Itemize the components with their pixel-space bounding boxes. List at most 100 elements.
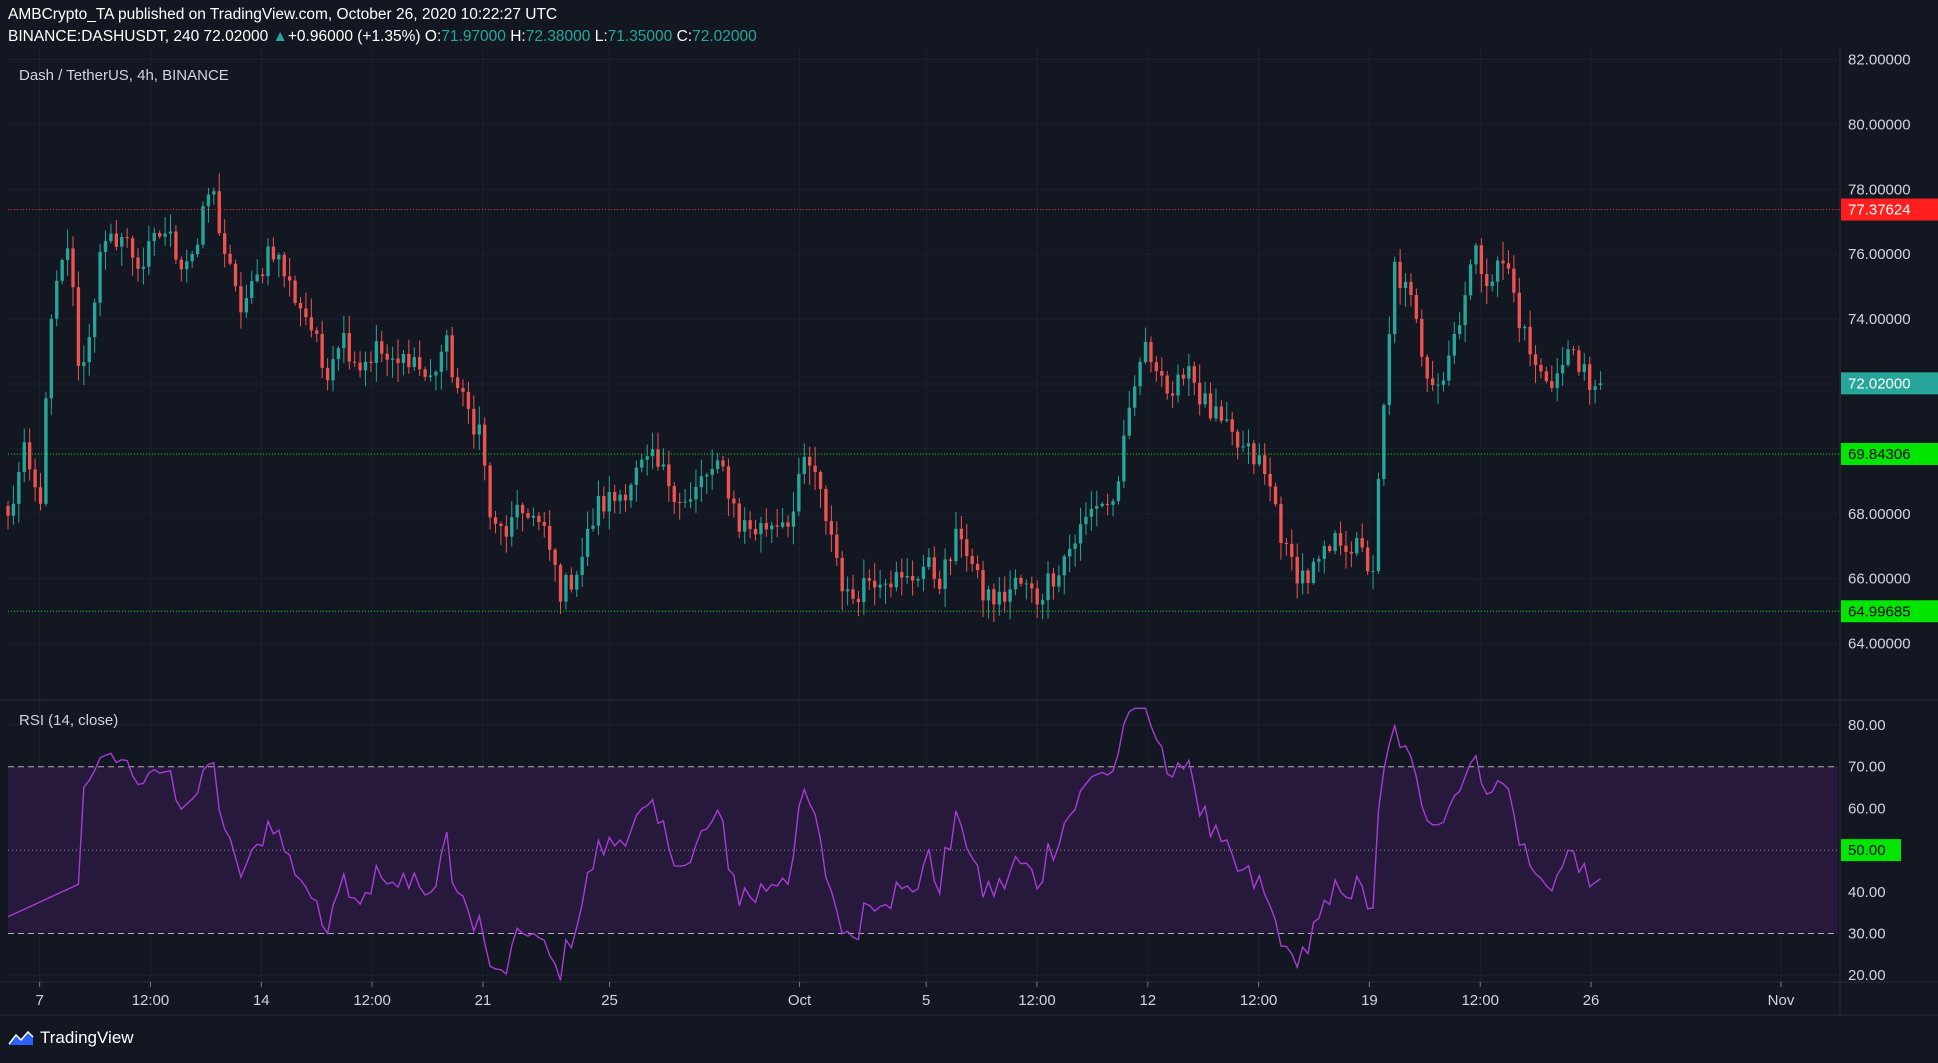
candle-body xyxy=(455,377,460,389)
candle-body xyxy=(1560,365,1565,374)
candle-body xyxy=(1317,558,1321,562)
candle-body xyxy=(1463,295,1467,326)
candle-body xyxy=(304,308,308,318)
time-tick-label: 12 xyxy=(1139,992,1156,1009)
candle-body xyxy=(526,513,530,518)
candle-body xyxy=(667,464,671,487)
candle-body xyxy=(1084,516,1088,525)
candle-body xyxy=(483,424,487,466)
price-tick-label: 82.00000 xyxy=(1848,52,1911,69)
price-pane-title: Dash / TetherUS, 4h, BINANCE xyxy=(19,67,229,84)
candle-body xyxy=(840,557,844,592)
candle-body xyxy=(1181,374,1186,379)
candle-body xyxy=(948,559,953,562)
candle-body xyxy=(1430,378,1435,385)
candle-body xyxy=(970,556,974,564)
candle-body xyxy=(894,572,899,588)
candle-body xyxy=(298,302,303,309)
candle-body xyxy=(288,276,292,281)
price-label-badge-0 xyxy=(1841,198,1938,221)
candle-body xyxy=(710,469,714,475)
candle-body xyxy=(1420,318,1424,357)
time-tick-label: 21 xyxy=(475,992,492,1009)
candle-body xyxy=(71,248,75,288)
candle-body xyxy=(212,191,216,195)
candle-body xyxy=(986,589,991,601)
candle-body xyxy=(407,353,411,368)
candle-body xyxy=(683,501,687,503)
tradingview-brand[interactable]: TradingView xyxy=(8,1028,134,1048)
candle-body xyxy=(1035,588,1039,605)
candle-body xyxy=(1447,355,1451,381)
candle-body xyxy=(1073,543,1077,549)
candle-body xyxy=(466,391,471,409)
candle-body xyxy=(1219,406,1224,421)
candle-body xyxy=(1398,261,1402,289)
candle-body xyxy=(1133,386,1137,408)
candle-body xyxy=(997,591,1001,605)
time-tick-label: 26 xyxy=(1583,992,1600,1009)
candle-body xyxy=(1349,551,1354,554)
candle-body xyxy=(1528,326,1532,355)
candle-body xyxy=(1376,479,1381,571)
price-label-text-0: 77.37624 xyxy=(1848,202,1911,219)
candle-body xyxy=(239,286,243,313)
candle-body xyxy=(607,492,611,512)
candle-body xyxy=(1474,245,1478,265)
candle-body xyxy=(883,583,888,585)
price-tick-label: 80.00000 xyxy=(1848,116,1911,133)
candle-body xyxy=(1176,374,1180,396)
rsi-tick-label: 80.00 xyxy=(1848,717,1886,734)
candle-body xyxy=(1198,382,1202,405)
candle-body xyxy=(201,206,205,245)
candle-body xyxy=(163,233,167,237)
candle-body xyxy=(1149,341,1153,363)
candle-body xyxy=(179,259,184,270)
candle-body xyxy=(103,241,108,252)
candle-body xyxy=(1138,362,1142,387)
price-label-badge-1 xyxy=(1841,372,1938,395)
candle-body xyxy=(260,274,265,277)
candle-body xyxy=(1030,583,1034,589)
close-label: C: xyxy=(676,28,693,45)
candle-body xyxy=(694,487,698,500)
candle-body xyxy=(380,341,384,354)
candle-body xyxy=(152,233,156,242)
time-tick-label: 12:00 xyxy=(353,992,391,1009)
candle-body xyxy=(699,476,704,488)
candle-body xyxy=(1068,548,1072,557)
candle-body xyxy=(851,589,855,599)
candle-body xyxy=(17,472,21,504)
candle-body xyxy=(645,456,649,460)
candle-body xyxy=(786,522,790,527)
candle-body xyxy=(1279,504,1283,543)
candle-body xyxy=(1344,545,1348,552)
candle-body xyxy=(1078,524,1083,544)
candle-body xyxy=(943,559,947,589)
rsi-background-band xyxy=(8,766,1838,934)
candle-body xyxy=(732,498,736,504)
candle-body xyxy=(531,515,536,518)
candle-body xyxy=(743,520,747,532)
candle-body xyxy=(661,464,666,467)
candle-body xyxy=(548,525,552,550)
price-levels xyxy=(8,209,1840,612)
candle-body xyxy=(1322,546,1326,559)
candle-body xyxy=(82,362,86,366)
candle-body xyxy=(1170,393,1175,396)
candle-body xyxy=(1555,373,1559,388)
candle-body xyxy=(1116,481,1121,502)
candle-body xyxy=(363,361,368,371)
candle-body xyxy=(1382,405,1386,480)
candle-body xyxy=(1458,325,1462,334)
close-value: 72.02000 xyxy=(692,28,757,45)
time-tick-label: 19 xyxy=(1361,992,1378,1009)
candle-body xyxy=(959,528,964,540)
rsi-tick-label: 30.00 xyxy=(1848,926,1886,943)
candle-body xyxy=(889,583,893,588)
candle-body xyxy=(780,522,785,527)
price-label-text-3: 64.99685 xyxy=(1848,603,1911,620)
candle-body xyxy=(22,442,26,473)
candle-body xyxy=(640,459,644,468)
